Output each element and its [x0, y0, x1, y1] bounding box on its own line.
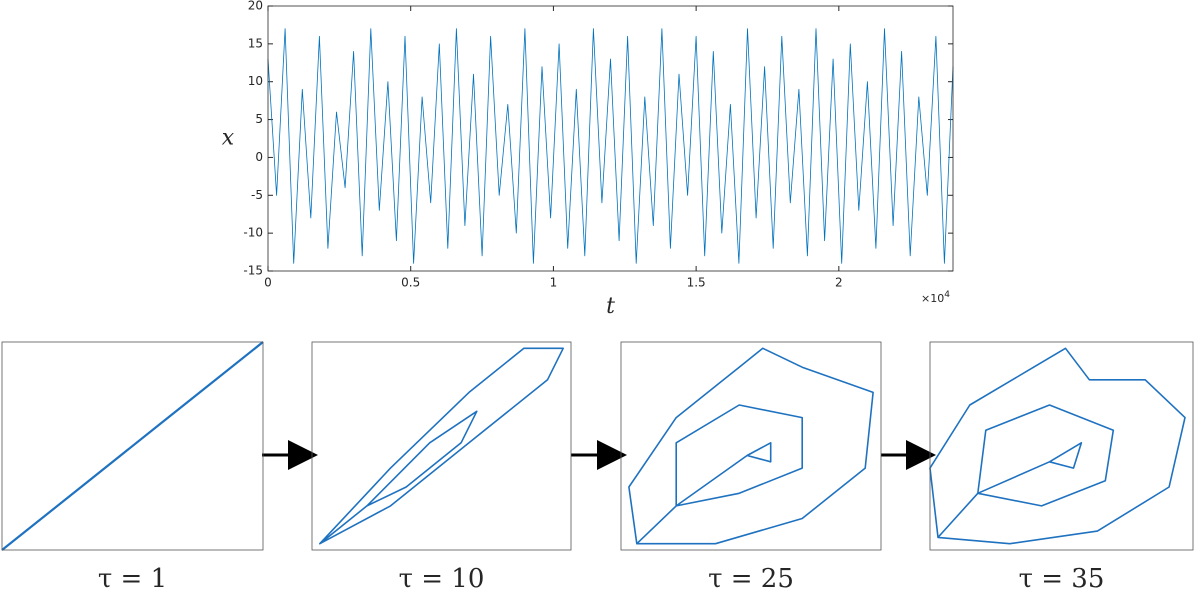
panel-title: τ = 1	[98, 564, 167, 592]
y-tick-label: -10	[243, 226, 263, 240]
plot-frame	[620, 341, 882, 551]
panel-title: τ = 35	[1019, 564, 1105, 592]
y-tick-label: -15	[243, 264, 263, 278]
data-line	[628, 347, 874, 545]
data-line	[267, 28, 954, 264]
y-tick-label: 10	[248, 74, 263, 88]
y-tick-label: 15	[248, 36, 263, 50]
data-line	[1, 341, 264, 551]
y-axis-label: x	[222, 126, 235, 151]
data-line	[319, 347, 564, 545]
y-tick-label: 20	[248, 0, 263, 13]
panel-title: τ = 25	[708, 564, 794, 592]
x-tick-label: 1	[550, 276, 558, 290]
panel-title: τ = 10	[399, 564, 485, 592]
plot-frame	[929, 341, 1194, 551]
plot-frame	[1, 341, 264, 551]
x-tick-label: 1.5	[687, 276, 706, 290]
plot-frame	[267, 5, 954, 272]
x-multiplier-exponent: 4	[944, 290, 950, 300]
x-tick-label: 0	[264, 276, 272, 290]
data-line	[929, 347, 1186, 545]
x-axis-label: t	[606, 294, 615, 319]
x-multiplier: ×104	[921, 290, 950, 306]
y-tick-label: 0	[255, 150, 263, 164]
plot-frame	[311, 341, 572, 551]
x-tick-label: 0.5	[401, 276, 420, 290]
y-tick-label: 5	[255, 112, 263, 126]
x-multiplier-base: ×10	[921, 292, 944, 305]
y-tick-label: -5	[251, 188, 263, 202]
x-tick-label: 2	[835, 276, 843, 290]
